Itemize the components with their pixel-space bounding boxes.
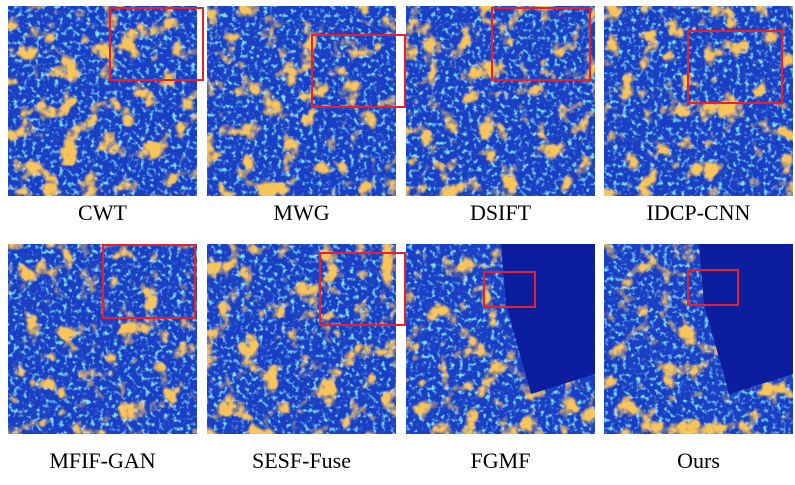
image-texture (406, 6, 595, 196)
method-label: DSIFT (470, 200, 532, 225)
image-texture (207, 244, 396, 434)
method-label: SESF-Fuse (252, 448, 351, 473)
method-label: MWG (273, 200, 329, 225)
method-label: MFIF-GAN (49, 448, 155, 473)
image-texture (8, 6, 197, 196)
image-texture (604, 6, 793, 196)
method-label: FGMF (471, 448, 531, 473)
method-label: CWT (78, 200, 127, 225)
figure: CWT MWG DSIFT IDCP-CNN MFIF-GAN SESF-Fuse FGMF… (0, 0, 795, 480)
method-label: Ours (677, 448, 720, 473)
method-label: IDCP-CNN (647, 200, 751, 225)
